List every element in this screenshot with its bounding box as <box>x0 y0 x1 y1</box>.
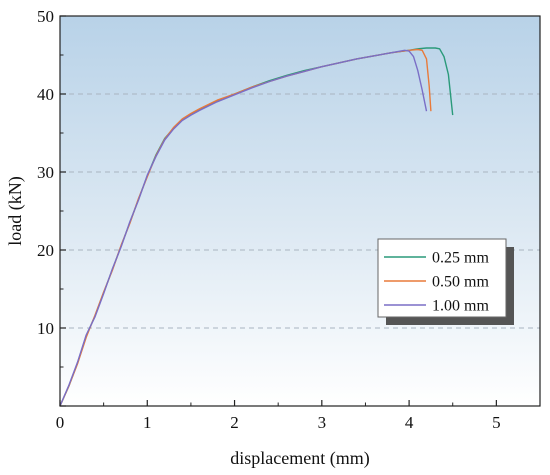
x-tick-label: 2 <box>230 413 239 432</box>
plot-background <box>60 16 540 406</box>
y-tick-label: 50 <box>37 7 54 26</box>
x-tick-label: 1 <box>143 413 152 432</box>
x-tick-label: 4 <box>405 413 414 432</box>
y-tick-label: 20 <box>37 241 54 260</box>
legend: 0.25 mm 0.50 mm 1.00 mm <box>377 238 514 325</box>
legend-label: 0.50 mm <box>432 274 489 291</box>
series-line-1-00-mm <box>59 49 428 407</box>
tick-labels: 0 1 2 3 4 5 10 20 30 40 50 <box>37 7 501 432</box>
legend-label: 0.25 mm <box>432 250 489 267</box>
y-tick-label: 30 <box>37 163 54 182</box>
y-tick-label: 40 <box>37 85 54 104</box>
legend-box <box>377 238 507 318</box>
y-tick-label: 10 <box>37 319 54 338</box>
y-axis-title: load (kN) <box>5 176 26 245</box>
x-tick-label: 0 <box>56 413 65 432</box>
x-tick-label: 5 <box>492 413 501 432</box>
series-lines <box>59 47 454 407</box>
x-axis-title: displacement (mm) <box>230 448 369 469</box>
legend-label: 1.00 mm <box>432 298 489 315</box>
x-tick-label: 3 <box>318 413 327 432</box>
legend-items: 0.25 mm 0.50 mm 1.00 mm <box>384 250 489 315</box>
axis-ticks <box>59 15 497 407</box>
